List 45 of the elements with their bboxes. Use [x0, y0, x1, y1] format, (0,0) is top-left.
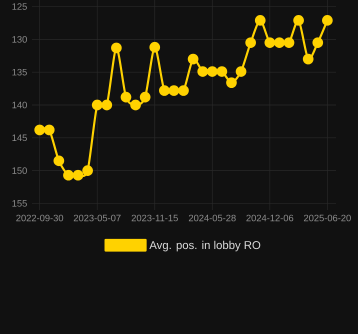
point	[92, 100, 103, 110]
point	[188, 54, 198, 64]
y-tick-label: 155	[12, 200, 27, 207]
point	[44, 124, 55, 136]
y-tick-label: 145	[12, 134, 27, 142]
point	[197, 66, 208, 77]
point	[120, 92, 132, 102]
y-tick-label: 130	[12, 36, 27, 43]
point	[168, 85, 180, 96]
x-tick-label: 2024-05-28	[188, 214, 236, 222]
x-tick-label: 2023-11-15	[132, 214, 178, 222]
y-tick-label: 150	[12, 167, 27, 174]
point	[254, 15, 266, 26]
point	[149, 42, 160, 53]
point	[82, 165, 93, 176]
point	[130, 100, 141, 110]
point	[264, 37, 276, 48]
legend-label: Avg. pos. in lobby RO	[149, 240, 260, 252]
point	[312, 37, 324, 48]
point	[34, 124, 46, 136]
point	[111, 42, 122, 54]
point	[236, 66, 246, 77]
point	[178, 85, 189, 96]
point	[322, 15, 333, 26]
y-tick-label: 135	[12, 68, 27, 76]
point	[216, 66, 228, 77]
point	[159, 85, 170, 96]
point	[101, 100, 112, 110]
x-tick-label: 2024-12-06	[246, 214, 294, 222]
point	[245, 37, 256, 48]
x-tick-label: 2025-06-20	[304, 214, 351, 222]
y-tick-label: 140	[12, 102, 27, 108]
point	[284, 37, 294, 48]
x-tick-label: 2022-09-30	[16, 214, 64, 222]
point	[63, 170, 74, 181]
y-tick-label: 125	[12, 3, 27, 10]
point	[226, 77, 237, 88]
point	[302, 54, 314, 64]
point	[293, 15, 304, 26]
point	[72, 170, 84, 181]
point	[206, 66, 218, 77]
point	[274, 37, 285, 48]
point	[140, 92, 150, 102]
point	[54, 155, 64, 166]
x-tick-label: 2023-05-07	[74, 214, 121, 222]
